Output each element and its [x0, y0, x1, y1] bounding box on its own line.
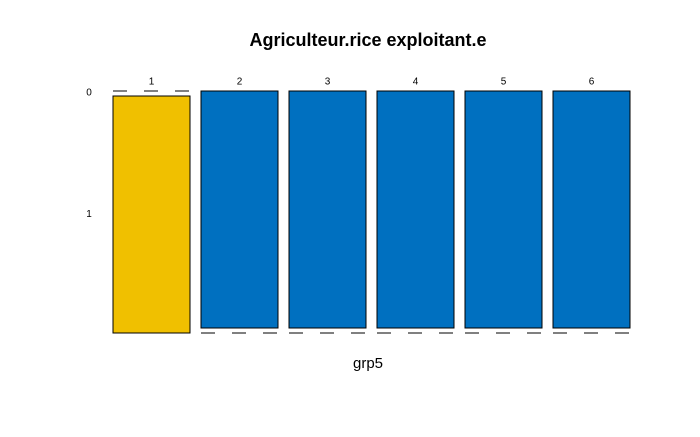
y-level-label: 1 [86, 209, 92, 220]
mosaic-cell [464, 90, 543, 329]
x-axis-label: grp5 [353, 355, 383, 372]
y-level-label: 0 [86, 88, 92, 99]
x-tick-label: 2 [237, 77, 243, 88]
x-tick-label: 3 [325, 77, 331, 88]
x-tick-label: 6 [589, 77, 595, 88]
mosaic-cell [112, 95, 191, 334]
mosaic-cell [288, 90, 367, 329]
mosaic-cell [376, 90, 455, 329]
chart-title: Agriculteur.rice exploitant.e [249, 30, 486, 50]
mosaic-cell [200, 90, 279, 329]
x-tick-label: 1 [149, 77, 155, 88]
mosaic-cell [552, 90, 631, 329]
x-tick-label: 5 [501, 77, 507, 88]
x-tick-label: 4 [413, 77, 419, 88]
